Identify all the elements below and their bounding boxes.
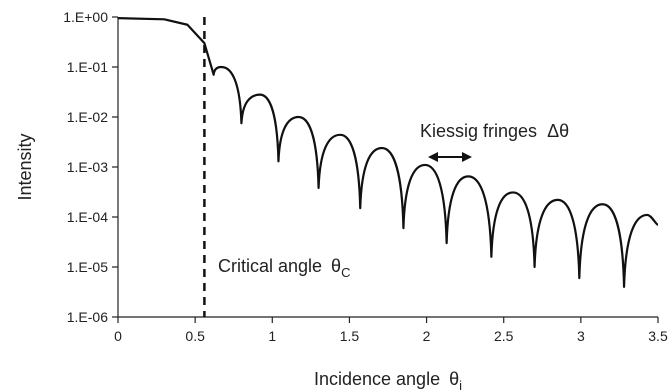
- x-tick-label: 3: [577, 328, 585, 344]
- x-tick-label: 0: [114, 328, 122, 344]
- x-tick-label: 2: [423, 328, 431, 344]
- y-tick-label: 1.E-06: [67, 309, 108, 325]
- critical-angle-text: Critical angle: [218, 256, 322, 276]
- critical-angle-symbol: θ: [331, 256, 341, 276]
- x-axis-ticks: 0 0.5 1 1.5 2 2.5 3 3.5: [114, 317, 668, 344]
- x-tick-label: 1.5: [340, 328, 360, 344]
- y-tick-label: 1.E-02: [67, 109, 108, 125]
- x-axis-subscript: i: [459, 378, 462, 391]
- x-tick-label: 2.5: [494, 328, 514, 344]
- kiessig-annotation: Kiessig fringes Δθ: [420, 121, 569, 141]
- critical-angle-annotation: Critical angle θC: [218, 256, 350, 280]
- kiessig-text: Kiessig fringes: [420, 121, 537, 141]
- y-axis-ticks: 1.E+00 1.E-01 1.E-02 1.E-03 1.E-04 1.E-05 1.E-…: [63, 9, 118, 325]
- x-axis-symbol: θ: [449, 369, 459, 389]
- y-tick-label: 1.E-01: [67, 59, 108, 75]
- kiessig-symbol: Δθ: [547, 121, 569, 141]
- x-axis-title: Incidence angle θi: [314, 369, 462, 391]
- y-tick-label: 1.E+00: [63, 9, 108, 25]
- intensity-curve: [117, 17, 659, 288]
- y-tick-label: 1.E-05: [67, 259, 108, 275]
- y-tick-label: 1.E-04: [67, 209, 108, 225]
- x-tick-label: 3.5: [648, 328, 668, 344]
- y-axis-title: Intensity: [15, 133, 35, 200]
- fringe-spacing-arrow: [428, 152, 472, 162]
- y-tick-label: 1.E-03: [67, 159, 108, 175]
- critical-angle-subscript: C: [341, 265, 350, 280]
- x-tick-label: 0.5: [185, 328, 205, 344]
- x-axis-label: Incidence angle: [314, 369, 440, 389]
- x-tick-label: 1: [268, 328, 276, 344]
